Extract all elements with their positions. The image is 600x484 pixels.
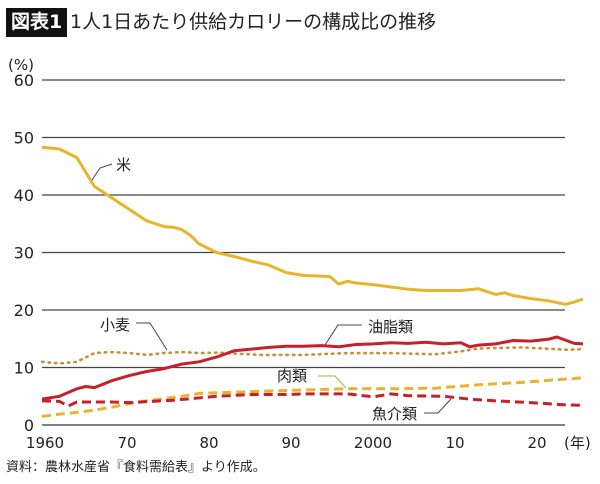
leader-line-rice (91, 163, 113, 181)
leader-line-oil (324, 324, 362, 346)
x-tick-label: 20 (527, 434, 546, 452)
y-tick-label: 20 (14, 301, 34, 320)
series-label-wheat: 小麦 (100, 316, 130, 334)
leader-line-meat (318, 375, 347, 389)
series-line-3 (41, 376, 584, 418)
x-axis-unit: (年) (564, 434, 591, 452)
x-tick-label: 2000 (354, 434, 392, 452)
source-note: 資料：農林水産省『食料需給表』より作成。 (6, 460, 266, 475)
x-tick-label: 80 (199, 434, 218, 452)
series-label-fish: 魚介類 (372, 405, 417, 423)
series-label-meat: 肉類 (277, 367, 307, 385)
series-line-4 (41, 392, 584, 408)
y-tick-label: 50 (14, 129, 34, 148)
series-line-0 (41, 145, 584, 306)
y-tick-label: 10 (14, 359, 34, 378)
leader-line-fish (424, 398, 452, 414)
series-line-1 (40, 346, 585, 365)
y-tick-label: 40 (14, 186, 34, 205)
y-tick-label: 0 (24, 416, 34, 435)
figure-tag: 図表1 (6, 8, 68, 37)
x-tick-label: 10 (445, 434, 464, 452)
series-line-2 (41, 335, 584, 401)
y-tick-label: 30 (14, 244, 34, 263)
y-tick-label: 60 (14, 71, 34, 90)
x-tick-label: 1960 (26, 434, 64, 452)
series-label-oil: 油脂類 (368, 318, 413, 336)
x-tick-label: 70 (117, 434, 136, 452)
leader-line-wheat (136, 322, 168, 351)
chart-title: 1人1日あたり供給カロリーの構成比の推移 (70, 11, 437, 33)
x-tick-label: 90 (281, 434, 300, 452)
series-label-rice: 米 (116, 156, 131, 174)
y-axis-unit: (%) (8, 56, 34, 74)
